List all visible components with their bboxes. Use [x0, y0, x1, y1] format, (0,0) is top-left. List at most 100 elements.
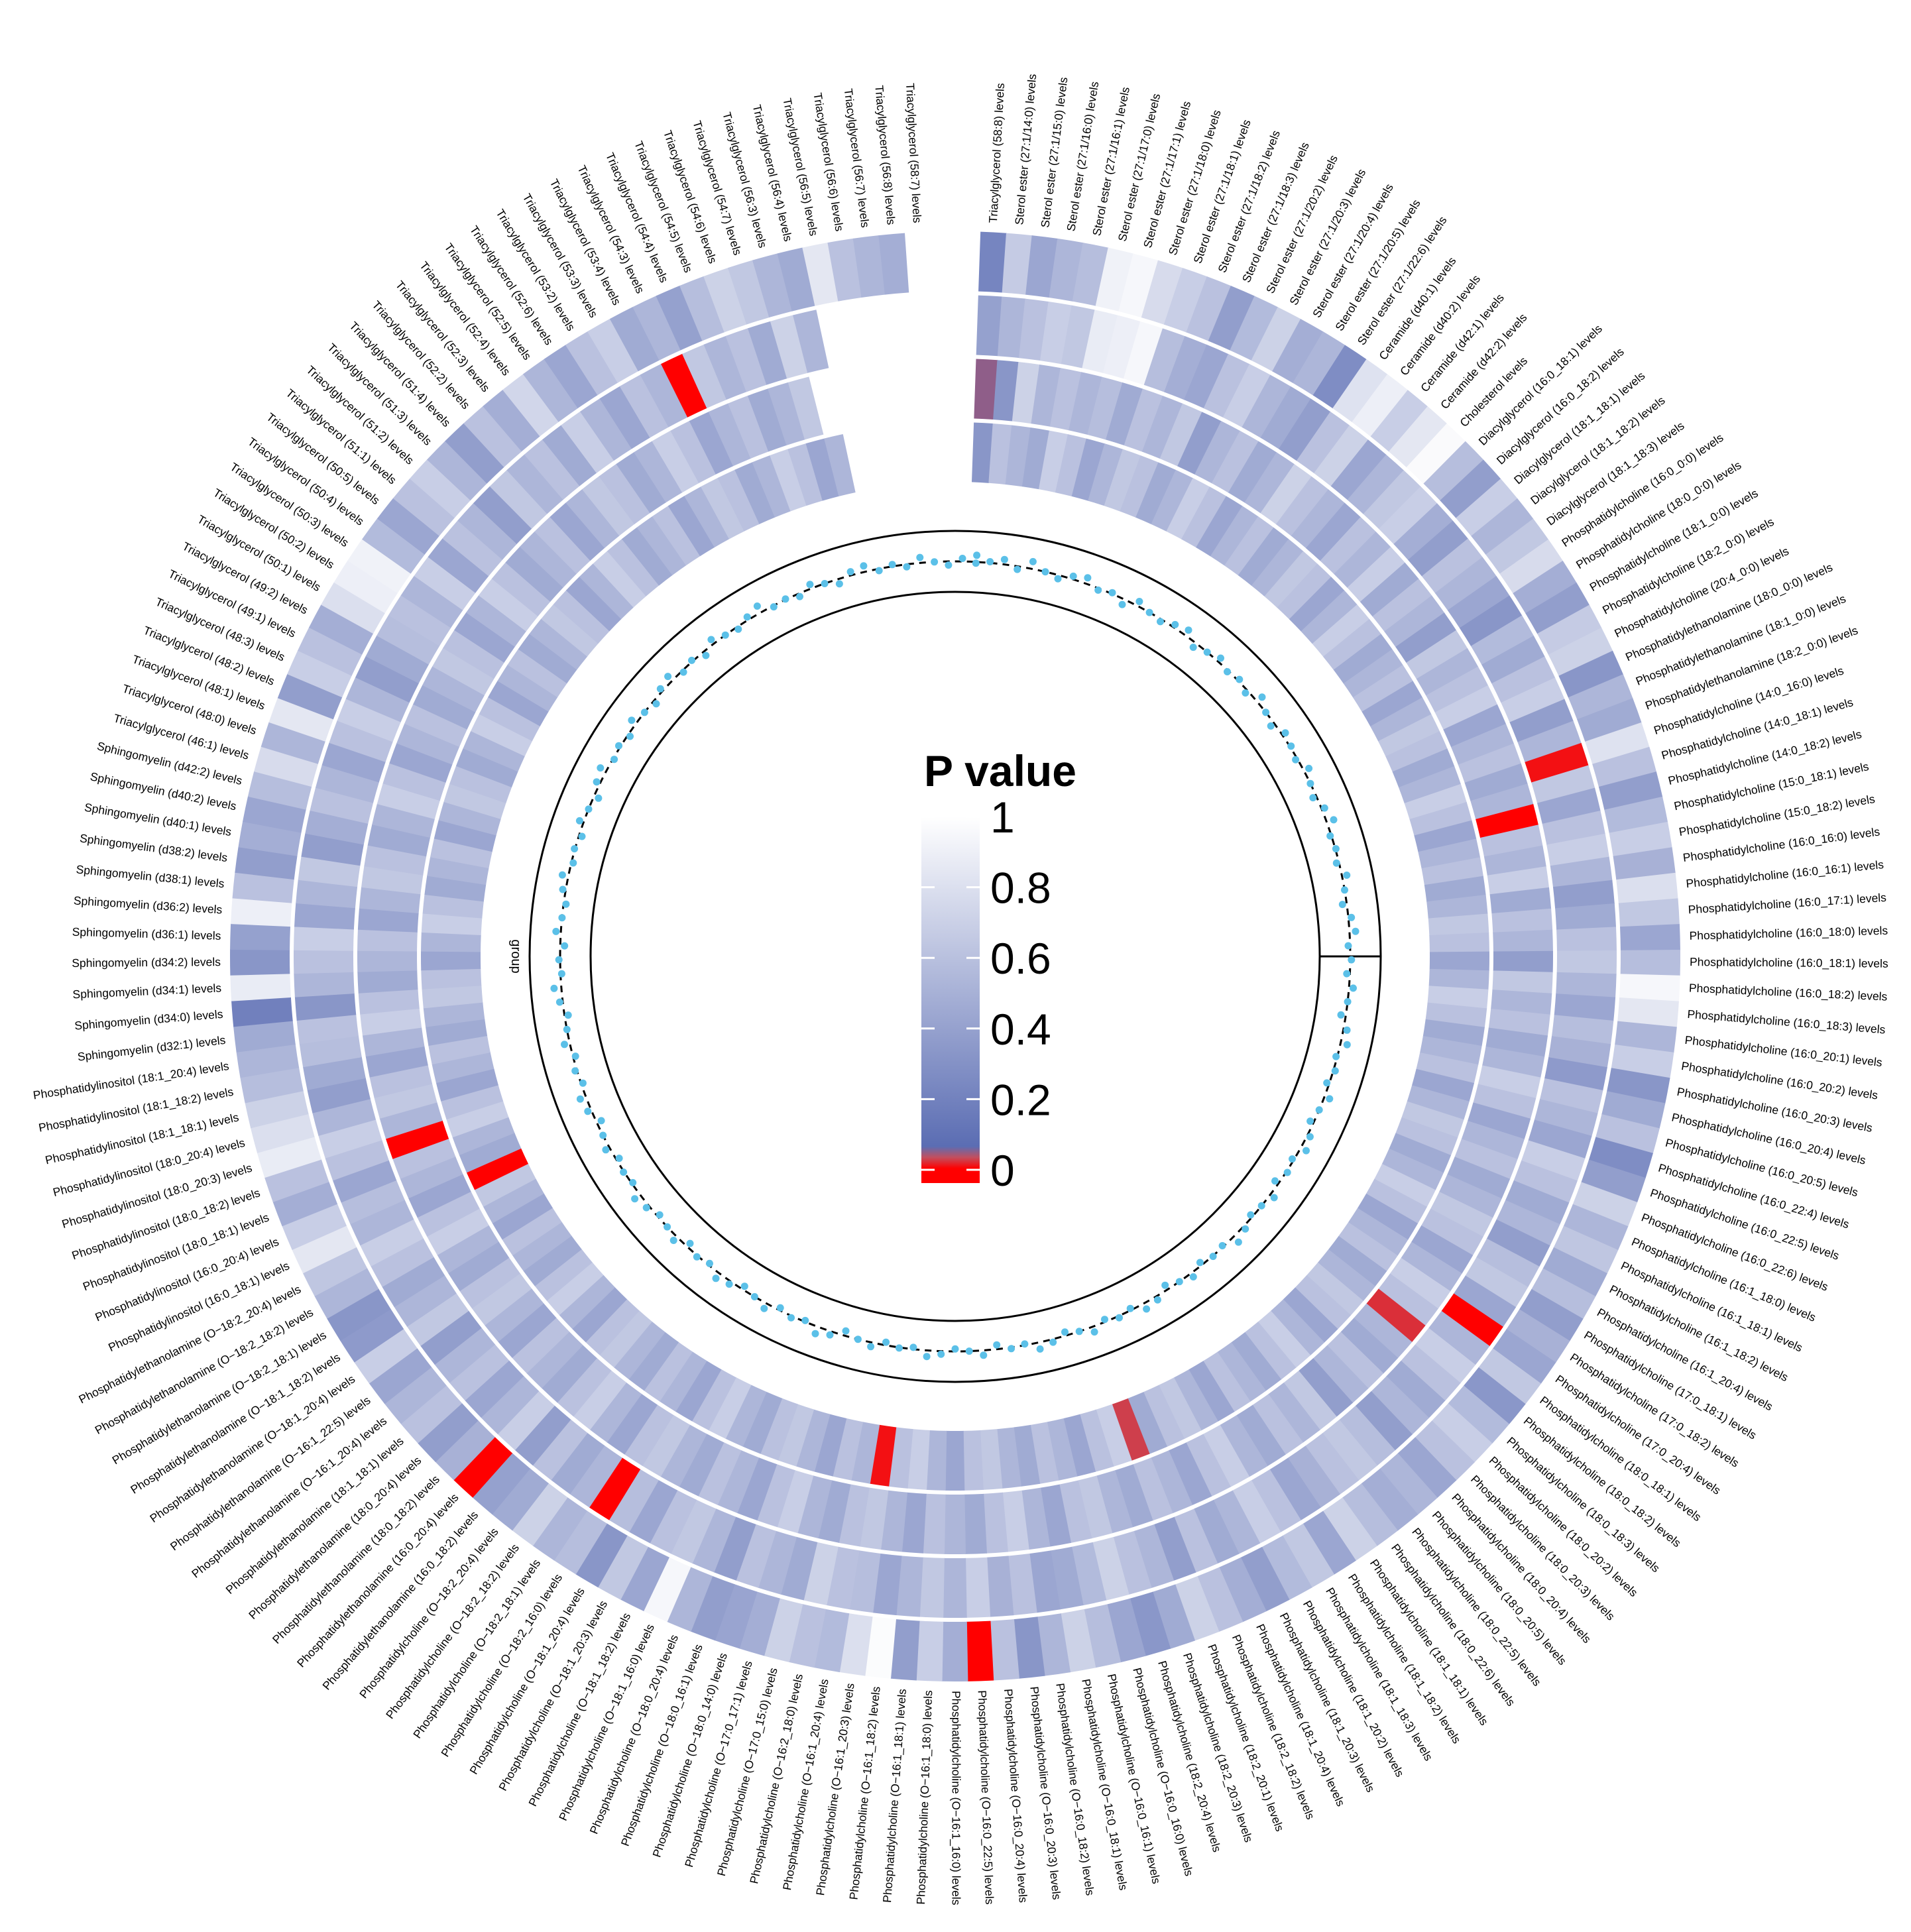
- heatmap-cell: [1485, 1027, 1548, 1057]
- heatmap-cell: [1298, 1358, 1354, 1417]
- heatmap-cell: [1488, 1008, 1550, 1037]
- heatmap-cell: [231, 997, 293, 1027]
- heatmap-cell: [512, 1222, 572, 1271]
- heatmap-cell: [727, 260, 770, 325]
- heatmap-cell: [1196, 1567, 1244, 1632]
- heatmap-cell: [1186, 276, 1232, 341]
- heatmap-cell: [1039, 430, 1069, 493]
- heatmap-cell: [257, 1136, 321, 1178]
- heatmap-cell: [621, 527, 673, 586]
- heatmap-cell: [1389, 406, 1448, 468]
- heatmap-cell: [1173, 1508, 1218, 1573]
- heatmap-cell: [1071, 438, 1106, 501]
- heatmap-cell: [1611, 1044, 1674, 1079]
- heatmap-cell: [434, 819, 496, 852]
- heatmap-cell: [1128, 1392, 1168, 1454]
- heatmap-cell: [1546, 833, 1609, 867]
- heatmap-cell: [382, 1257, 445, 1308]
- data-point: [750, 1293, 758, 1300]
- heatmap-cell: [632, 296, 681, 361]
- heatmap-cell: [778, 1404, 815, 1467]
- heatmap-cell: [1008, 1553, 1037, 1616]
- heatmap-cell: [1240, 1546, 1290, 1612]
- heatmap-cell: [1269, 1457, 1321, 1521]
- heatmap-cell: [797, 1475, 833, 1539]
- heatmap-cell: [1141, 260, 1183, 325]
- data-point: [1320, 804, 1328, 812]
- heatmap-cell: [768, 382, 805, 445]
- heatmap-cell: [1175, 1576, 1220, 1641]
- heatmap-cell: [559, 1275, 615, 1330]
- heatmap-cell: [443, 783, 506, 820]
- heatmap-cell: [400, 575, 463, 628]
- heatmap-cell: [1477, 1065, 1541, 1099]
- heatmap-cell: [1525, 742, 1589, 783]
- heatmap-cell: [544, 344, 599, 409]
- heatmap-cell: [1124, 388, 1163, 452]
- heatmap-cell: [1123, 321, 1163, 386]
- heatmap-cell: [557, 1357, 612, 1417]
- heatmap-cell: [1260, 386, 1312, 449]
- data-point: [821, 580, 829, 587]
- data-point: [725, 1280, 733, 1288]
- heatmap-cell: [878, 233, 909, 295]
- heatmap-cell: [472, 1453, 531, 1515]
- heatmap-cell: [599, 463, 651, 524]
- heatmap-cell: [752, 253, 793, 318]
- data-point: [571, 1052, 579, 1060]
- heatmap-cell: [1601, 1091, 1666, 1129]
- heatmap-cell: [1563, 1204, 1629, 1251]
- heatmap-cell: [1485, 518, 1549, 575]
- data-point: [664, 673, 672, 681]
- data-point: [1326, 832, 1334, 840]
- heatmap-cell: [1063, 1414, 1096, 1477]
- segment-label: Cholesterol levels: [1457, 354, 1530, 429]
- data-point: [945, 561, 953, 569]
- data-point: [1143, 1305, 1151, 1313]
- heatmap-cell: [341, 1180, 405, 1225]
- heatmap-cell: [1506, 1309, 1570, 1363]
- heatmap-cell: [1102, 315, 1141, 379]
- data-point: [916, 553, 924, 561]
- legend-tick-label: 0: [990, 1146, 1015, 1195]
- heatmap-cell: [636, 516, 687, 576]
- heatmap-cell: [474, 1163, 536, 1207]
- heatmap-cell: [1159, 403, 1203, 467]
- heatmap-cell: [1252, 1394, 1304, 1455]
- heatmap-cell: [1306, 1262, 1363, 1316]
- heatmap-cell: [1585, 722, 1650, 765]
- heatmap-cell: [455, 748, 518, 787]
- heatmap-cell: [697, 1442, 742, 1505]
- heatmap-cell: [1463, 1367, 1526, 1425]
- heatmap-cell: [770, 315, 808, 379]
- heatmap-cell: [1411, 1225, 1474, 1274]
- heatmap-cell: [1406, 423, 1466, 484]
- heatmap-cell: [824, 433, 856, 496]
- data-point: [1041, 568, 1049, 576]
- data-point: [1247, 1211, 1255, 1219]
- data-point: [1262, 709, 1270, 716]
- heatmap-cell: [1355, 1391, 1413, 1451]
- heatmap-cell: [666, 1567, 713, 1632]
- data-point: [1171, 620, 1179, 628]
- segment-label: Sterol ester (27:1/18:1) levels: [1190, 117, 1253, 265]
- heatmap-cell: [1395, 1117, 1458, 1156]
- heatmap-cell: [364, 844, 427, 876]
- heatmap-cell: [1012, 362, 1040, 424]
- heatmap-cell: [1415, 1420, 1475, 1481]
- heatmap-cell: [355, 655, 420, 703]
- heatmap-cell: [1304, 1433, 1360, 1495]
- heatmap-cell: [1305, 502, 1361, 561]
- heatmap-cell: [1177, 412, 1222, 475]
- heatmap-cell: [294, 993, 357, 1021]
- heatmap-cell: [294, 903, 355, 930]
- heatmap-cell: [1416, 648, 1479, 696]
- heatmap-cell: [599, 1310, 652, 1368]
- heatmap-cell: [392, 478, 455, 536]
- data-point: [1217, 654, 1224, 662]
- heatmap-cell: [414, 556, 476, 610]
- data-point: [584, 1108, 592, 1115]
- heatmap-cell: [764, 1598, 803, 1662]
- heatmap-cell: [814, 1414, 847, 1477]
- data-point: [937, 1350, 945, 1358]
